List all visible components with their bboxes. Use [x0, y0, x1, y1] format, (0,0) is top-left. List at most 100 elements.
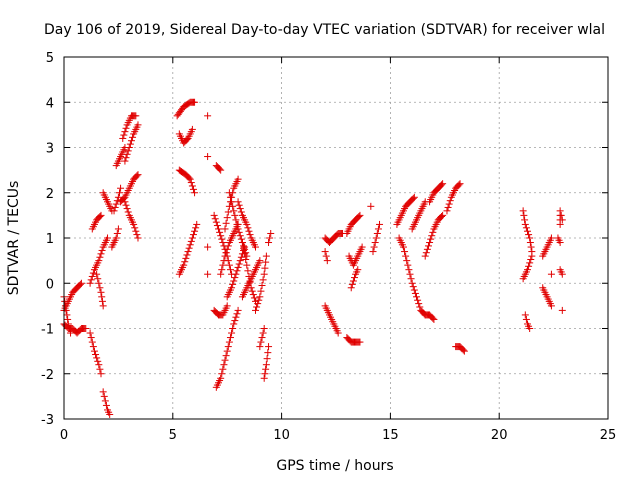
data-point: [93, 270, 101, 278]
data-point: [250, 294, 258, 302]
data-point: [547, 234, 555, 242]
data-point: [204, 243, 212, 251]
x-tick-label: 15: [382, 428, 399, 443]
data-point: [125, 144, 133, 151]
x-tick-label: 0: [60, 428, 68, 443]
data-point: [87, 334, 95, 342]
data-point: [358, 243, 366, 251]
data-point: [132, 112, 140, 120]
data-point: [525, 262, 533, 270]
data-point: [526, 259, 534, 267]
data-point: [230, 207, 238, 215]
data-point: [234, 306, 242, 314]
data-point: [64, 315, 72, 323]
data-point: [236, 205, 244, 213]
data-point: [181, 258, 189, 266]
data-point: [224, 242, 232, 250]
data-point: [185, 244, 193, 252]
data-point: [221, 252, 229, 260]
data-point: [97, 211, 105, 219]
data-point: [263, 355, 271, 363]
data-point: [427, 235, 435, 243]
data-point: [262, 258, 270, 266]
data-point: [455, 181, 463, 189]
data-point: [61, 297, 69, 305]
data-point: [264, 349, 272, 357]
data-point: [354, 266, 362, 274]
data-point: [234, 175, 242, 183]
data-point: [121, 157, 129, 165]
data-point: [218, 235, 226, 243]
data-point: [348, 280, 356, 288]
data-point: [88, 338, 96, 346]
data-point: [188, 125, 196, 133]
data-point: [235, 201, 243, 209]
data-point: [255, 296, 263, 304]
data-point: [234, 225, 242, 233]
data-point: [258, 334, 266, 342]
data-point: [237, 208, 245, 216]
data-point: [123, 150, 131, 158]
data-point: [251, 306, 259, 314]
data-point: [204, 153, 212, 161]
data-point: [526, 234, 534, 242]
data-point: [238, 239, 246, 247]
data-point: [94, 357, 102, 365]
x-tick-label: 20: [491, 428, 508, 443]
data-point: [439, 211, 447, 219]
data-point: [233, 220, 241, 228]
data-point: [421, 252, 429, 260]
data-point: [237, 235, 245, 243]
data-point: [256, 257, 264, 265]
x-axis-label: GPS time / hours: [276, 458, 393, 474]
data-point: [246, 278, 254, 286]
data-point: [402, 252, 410, 260]
data-point: [260, 325, 268, 332]
data-point: [253, 303, 261, 311]
data-point: [233, 267, 241, 275]
data-point: [127, 137, 135, 145]
data-point: [223, 214, 231, 222]
data-point: [129, 133, 137, 141]
data-point: [134, 234, 142, 242]
data-point: [556, 239, 564, 247]
data-point: [114, 193, 122, 201]
x-tick-label: 25: [600, 428, 617, 443]
data-point: [234, 263, 242, 271]
data-point: [413, 293, 421, 301]
data-point: [226, 266, 234, 274]
data-point: [523, 227, 531, 235]
data-point: [374, 225, 382, 233]
data-point: [323, 257, 331, 265]
data-point: [122, 124, 130, 132]
data-point: [526, 239, 534, 247]
data-point: [376, 220, 384, 228]
data-point: [93, 354, 101, 362]
data-point: [94, 275, 102, 283]
data-point: [260, 270, 268, 278]
data-point: [245, 272, 253, 280]
data-point: [260, 374, 268, 382]
data-point: [460, 347, 468, 355]
data-point: [98, 297, 106, 305]
data-point: [262, 252, 270, 260]
data-point: [519, 207, 527, 215]
data-point: [445, 200, 453, 208]
data-point: [231, 274, 239, 282]
data-point: [439, 180, 447, 188]
data-point: [219, 365, 227, 373]
data-point: [259, 276, 267, 284]
data-point: [217, 270, 225, 278]
data-point: [216, 165, 224, 173]
data-point: [429, 314, 437, 322]
data-point: [87, 276, 95, 284]
data-point: [443, 207, 451, 215]
data-point: [256, 343, 264, 351]
data-point: [410, 286, 418, 294]
data-point: [521, 220, 529, 228]
y-tick-label: 2: [46, 187, 54, 202]
data-point: [231, 317, 239, 325]
data-point: [187, 237, 195, 245]
data-point: [111, 203, 119, 211]
data-point: [423, 245, 431, 253]
